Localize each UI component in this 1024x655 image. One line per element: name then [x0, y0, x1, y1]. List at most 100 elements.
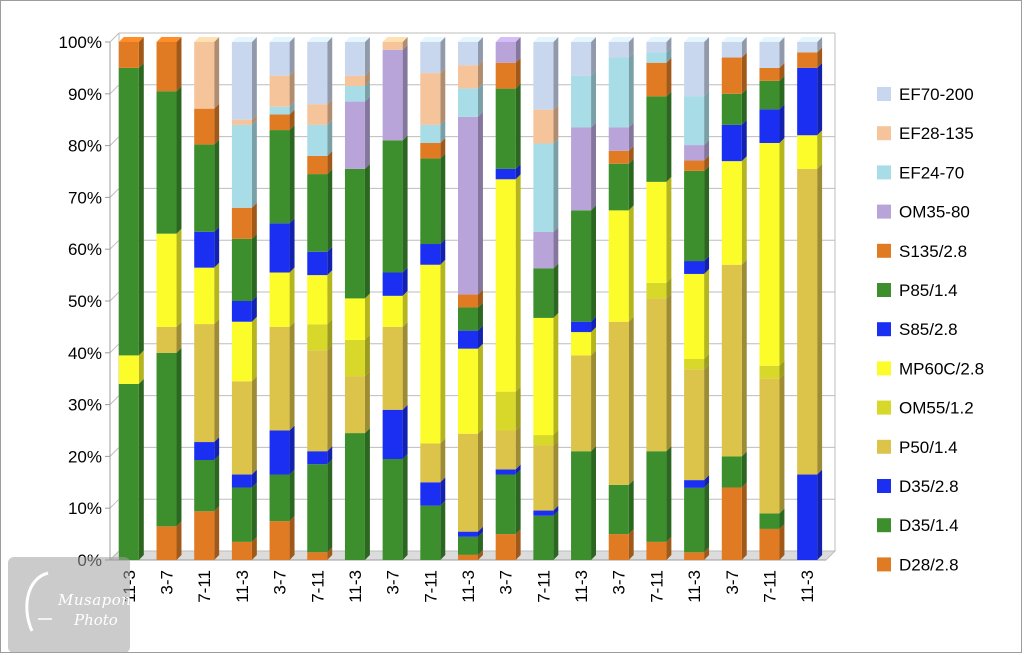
- bar-segment-front: [684, 42, 705, 97]
- bar-segment-front: [344, 101, 365, 169]
- watermark-logo: Musapon Photo: [8, 557, 132, 653]
- bar-segment: [194, 103, 220, 145]
- bar-segment-front: [307, 464, 328, 553]
- x-tick-label: 7-11: [760, 570, 779, 603]
- bar-segment: [759, 360, 785, 379]
- bar-segment-front: [307, 42, 328, 105]
- bar-segment-side: [440, 37, 446, 74]
- bar-segment-side: [704, 354, 710, 370]
- bar-segment: [684, 364, 710, 481]
- bar-segment-side: [440, 259, 446, 444]
- bar-segment-front: [231, 474, 252, 488]
- bar-segment-side: [515, 529, 521, 560]
- bar-segment-side: [289, 218, 295, 273]
- bar-segment-front: [759, 67, 780, 81]
- bar-segment-front: [344, 75, 365, 87]
- bar-segment-front: [458, 554, 478, 560]
- bar-segment-front: [420, 73, 441, 125]
- bar-segment-side: [553, 510, 559, 560]
- bar-segment-front: [684, 170, 705, 262]
- bar-segment-side: [666, 47, 672, 63]
- x-tick-label: 11-3: [459, 570, 478, 603]
- bar-segment-side: [289, 101, 295, 115]
- x-axis-tick-labels: 11-3 3-7 7-11 11-3 3-7 7-11 11-3 3-7 7-11 11-3 3-7…: [120, 570, 817, 603]
- bar-top-face: [797, 37, 823, 42]
- bar-segment: [571, 316, 597, 333]
- legend-swatch: [877, 439, 891, 454]
- bar-segment: [194, 139, 220, 232]
- bar-segment-front: [797, 168, 818, 475]
- bar-segment: [231, 482, 257, 542]
- bar-segment: [231, 114, 257, 125]
- bar-segment-front: [269, 114, 290, 131]
- bar-segment-front: [156, 526, 177, 560]
- bar-segment: [458, 83, 483, 117]
- bar-segment-front: [307, 275, 328, 325]
- bar-segment: [118, 37, 144, 68]
- bar-segment: [307, 246, 333, 276]
- bar-segment-side: [138, 62, 144, 356]
- bar-segment-side: [704, 140, 710, 161]
- bar-segment: [721, 451, 747, 488]
- bar-segment: [231, 296, 257, 322]
- bar-segment-side: [251, 469, 257, 488]
- bar-segment-side: [402, 44, 408, 141]
- bar-segment-side: [779, 37, 785, 68]
- bar-segment: [458, 549, 483, 560]
- bar-column: [420, 37, 446, 560]
- bar-segment: [156, 521, 182, 560]
- bar-column: [646, 37, 672, 560]
- bar-column: [797, 37, 823, 560]
- bar-segment: [721, 88, 747, 125]
- bar-segment: [646, 176, 672, 283]
- bar-segment-front: [458, 531, 478, 537]
- bar-segment-side: [553, 312, 559, 436]
- bar-segment: [420, 438, 446, 483]
- watermark-line1: Musapon: [58, 591, 132, 609]
- bar-segment-front: [344, 168, 365, 299]
- legend-swatch: [877, 87, 891, 101]
- legend-swatch: [877, 361, 891, 376]
- bar-segment-side: [440, 153, 446, 245]
- x-tick-label: 3-7: [497, 570, 516, 595]
- bar-segment-front: [533, 515, 554, 560]
- bar-segment: [759, 37, 785, 68]
- legend-item: S85/2.8: [877, 320, 958, 339]
- bar-segment-side: [402, 404, 408, 459]
- bar-segment-front: [458, 307, 478, 331]
- bar-top-face: [156, 37, 182, 42]
- bar-segment: [307, 459, 333, 553]
- bar-segment-front: [608, 150, 629, 164]
- bar-segment-front: [307, 124, 328, 156]
- bar-column: [721, 37, 747, 560]
- bar-segment: [684, 140, 710, 161]
- x-tick-label: 3-7: [271, 570, 290, 595]
- bar-segment-side: [628, 145, 634, 164]
- bar-segment-side: [628, 122, 634, 151]
- bar-segment-side: [327, 270, 333, 325]
- bar-segment: [458, 526, 483, 537]
- bar-segment-front: [684, 96, 705, 146]
- bar-segment: [420, 239, 446, 265]
- bar-column: [458, 37, 483, 560]
- bar-segment: [231, 37, 257, 120]
- bar-segment: [759, 104, 785, 144]
- bar-segment: [269, 516, 295, 560]
- bar-segment: [344, 96, 370, 169]
- bar-segment-front: [231, 42, 252, 120]
- gridline-diagonal: [109, 447, 120, 457]
- bar-segment: [420, 153, 446, 245]
- bar-segment-side: [176, 86, 182, 234]
- bar-segment: [382, 135, 408, 273]
- bar-segment: [684, 475, 710, 488]
- bar-segment-side: [666, 57, 672, 97]
- bar-segment: [721, 37, 747, 58]
- bar-segment-front: [759, 378, 780, 514]
- bar-segment-front: [721, 93, 742, 125]
- bar-segment-side: [251, 233, 257, 301]
- bar-segment: [608, 52, 634, 128]
- bar-segment-front: [684, 552, 705, 560]
- x-tick-label: 11-3: [233, 570, 252, 603]
- bar-segment: [684, 547, 710, 560]
- bar-top-face: [118, 37, 144, 42]
